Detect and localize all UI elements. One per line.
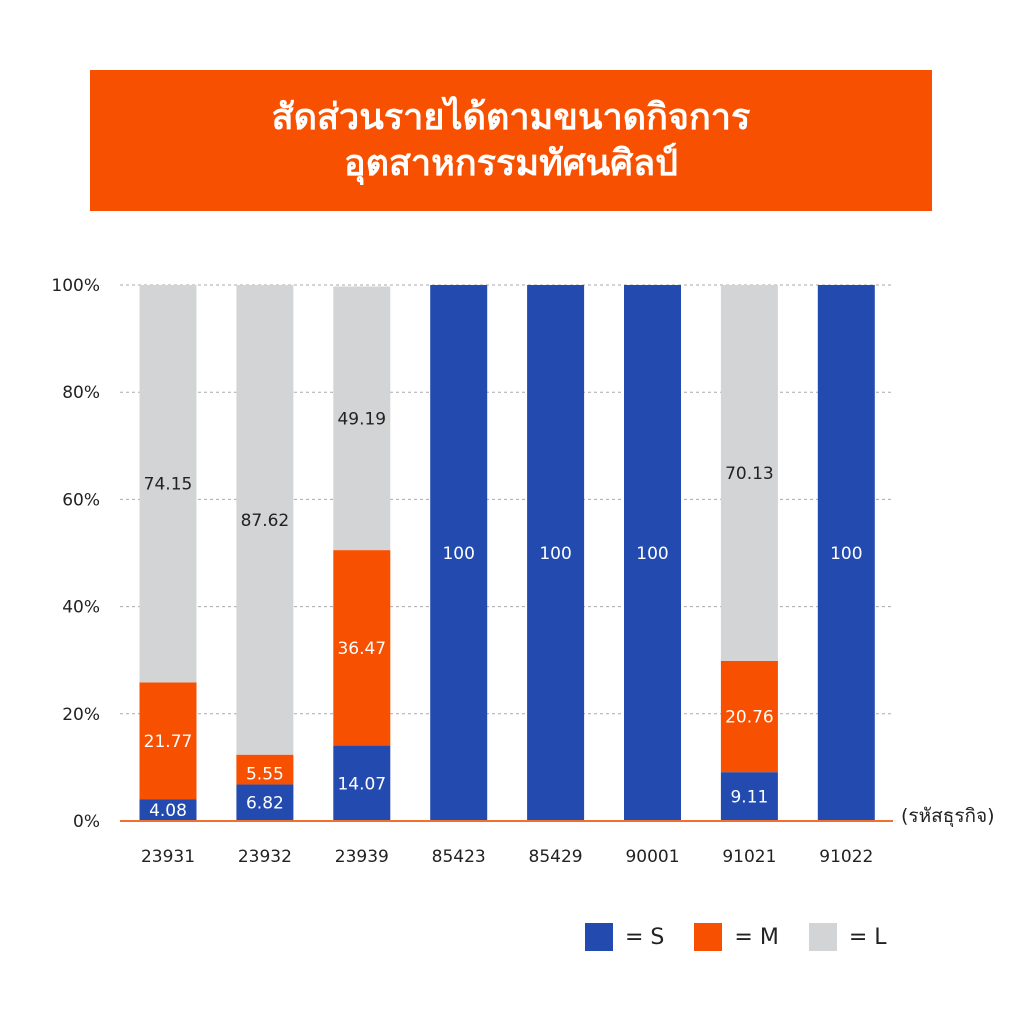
legend-swatch-m: [694, 923, 723, 951]
legend-swatch-s: [585, 923, 613, 951]
legend-item-s: = S: [585, 923, 664, 951]
bar-segment-l: [139, 285, 197, 683]
y-tick-label: 40%: [62, 598, 100, 618]
legend-swatch-l: [808, 923, 837, 951]
y-tick-label: 0%: [73, 812, 100, 832]
y-tick-label: 20%: [62, 705, 100, 725]
bar-segment-s: [139, 799, 197, 821]
legend-label-l: = L: [848, 924, 887, 950]
bar-segment-m: [139, 682, 197, 800]
data-label: 20.76: [725, 708, 774, 728]
bar-segment-s: [720, 772, 778, 821]
data-label: 5.55: [246, 765, 284, 785]
data-label: 6.82: [246, 794, 284, 814]
legend: = S = M = L: [585, 920, 917, 954]
bar-segment-l: [333, 286, 391, 551]
chart-title-line-2: อุตสาหกรรมทัศนศิลป์: [343, 142, 679, 184]
bar-segment-l: [720, 285, 778, 661]
data-label: 9.11: [730, 788, 768, 808]
data-label: 4.08: [149, 801, 187, 821]
data-label: 100: [636, 544, 668, 564]
data-label: 21.77: [144, 732, 193, 752]
x-tick-label: 91021: [722, 847, 776, 867]
x-tick-label: 85423: [432, 847, 486, 867]
data-label: 70.13: [725, 464, 774, 484]
legend-item-l: = L: [808, 923, 887, 951]
data-label: 100: [442, 544, 474, 564]
x-axis-label: (รหัสธุรกิจ): [901, 805, 995, 828]
y-tick-label: 60%: [62, 490, 100, 510]
bar-segment-s: [236, 784, 294, 821]
bar-segment-m: [720, 660, 778, 773]
x-tick-label: 23931: [141, 847, 195, 867]
bar-segment-s: [430, 285, 488, 821]
data-label: 100: [539, 544, 571, 564]
y-tick-label: 80%: [62, 383, 100, 403]
data-label: 74.15: [144, 475, 193, 495]
bar-segment-s: [333, 745, 391, 821]
legend-item-m: = M: [694, 923, 779, 951]
bar-segment-m: [236, 754, 294, 785]
data-label: 49.19: [337, 409, 386, 429]
x-tick-label: 23939: [335, 847, 389, 867]
data-label: 14.07: [337, 774, 386, 794]
legend-label-s: = S: [625, 924, 665, 950]
bar-segment-l: [236, 285, 294, 755]
bar-segment-s: [624, 285, 681, 821]
data-label: 36.47: [337, 639, 386, 659]
bar-segment-s: [817, 285, 875, 821]
y-tick-label: 100%: [51, 276, 100, 296]
x-tick-label: 23932: [238, 847, 292, 867]
title-banner: สัดส่วนรายได้ตามขนาดกิจการ อุตสาหกรรมทัศ…: [90, 70, 932, 211]
legend-label-m: = M: [734, 924, 779, 950]
data-label: 100: [830, 544, 862, 564]
bar-segment-s: [527, 285, 585, 821]
x-tick-label: 91022: [819, 847, 873, 867]
data-label: 87.62: [241, 511, 290, 531]
bar-segment-m: [333, 550, 391, 746]
chart-title-line-1: สัดส่วนรายได้ตามขนาดกิจการ: [271, 96, 751, 138]
x-tick-label: 90001: [625, 847, 679, 867]
x-tick-label: 85429: [529, 847, 583, 867]
